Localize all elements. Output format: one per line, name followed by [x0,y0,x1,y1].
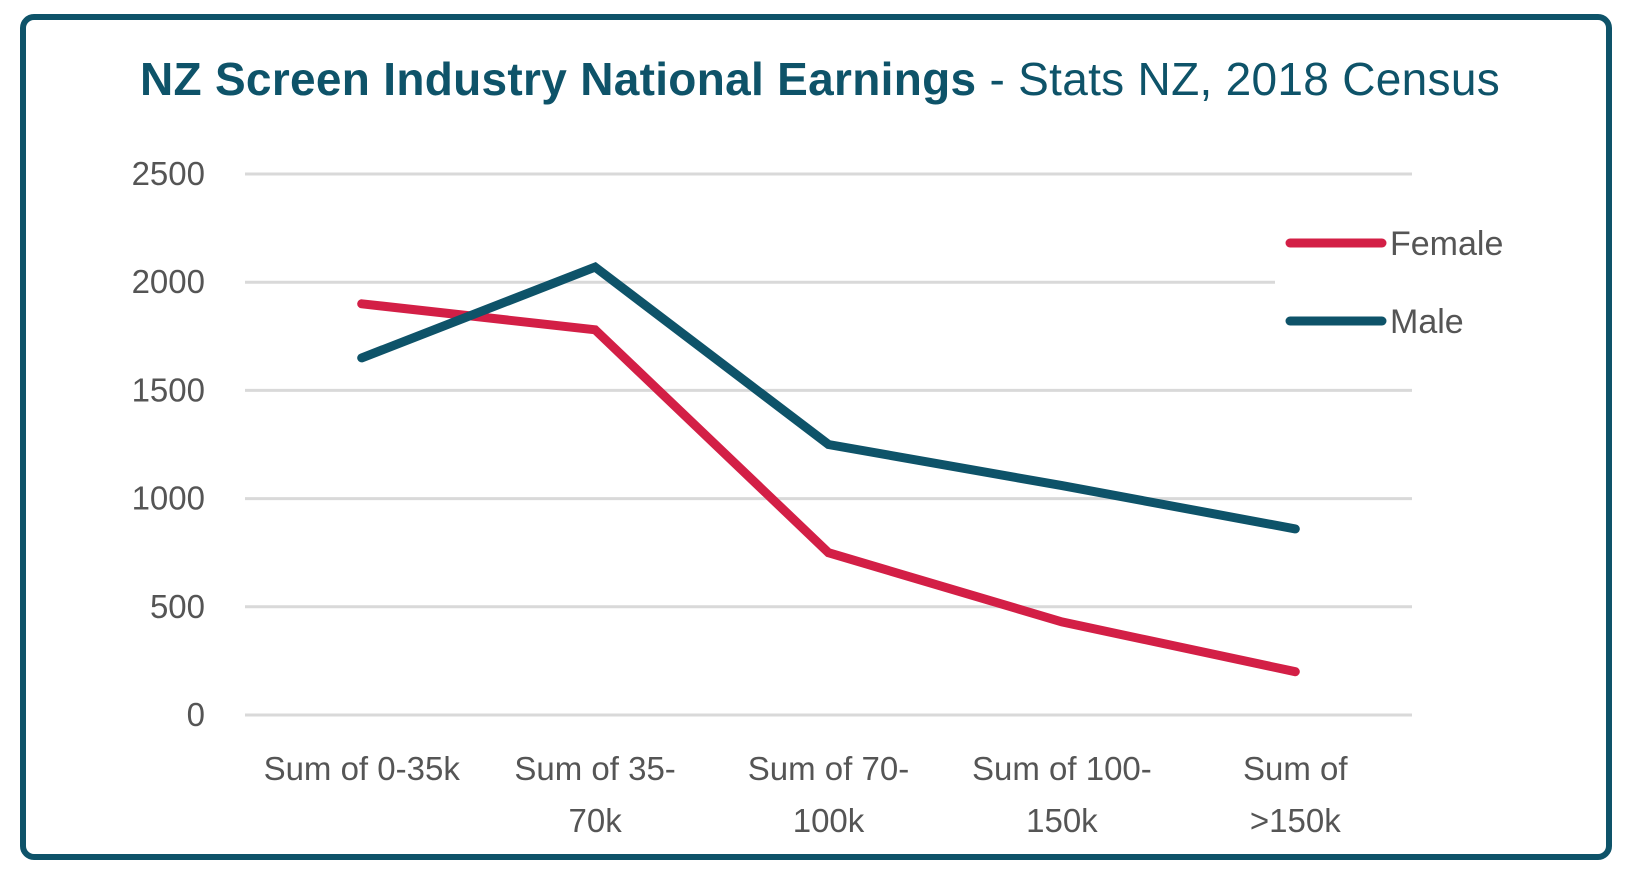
x-tick-label-line: 150k [1026,802,1098,839]
x-tick-label: Sum of 70- 100k [748,750,909,839]
legend: Female Male [1285,225,1503,341]
series-line-male [357,261,1300,534]
legend-label-male: Male [1390,303,1464,341]
x-tick-label-line: Sum of 35- [514,750,675,787]
x-tick-label: Sum of >150k [1243,750,1348,839]
y-axis-labels: 0 500 1000 1500 2000 2500 [132,155,205,733]
chart-title: NZ Screen Industry National Earnings - S… [0,52,1640,106]
y-tick-label: 500 [150,588,205,625]
legend-label-female: Female [1390,225,1503,263]
x-tick-label-line: Sum of [1243,750,1348,787]
title-main: NZ Screen Industry National Earnings [139,53,977,105]
gridlines [245,172,1412,717]
title-separator: - [976,53,1019,105]
x-tick-label-line: >150k [1250,802,1341,839]
series-lines [357,261,1300,677]
series-line-female [357,299,1300,677]
x-tick-label-line: 100k [793,802,865,839]
x-tick-label: Sum of 100- 150k [972,750,1152,839]
x-tick-label-line: Sum of 100- [972,750,1152,787]
y-tick-label: 2500 [132,155,205,192]
x-tick-label-line: Sum of 70- [748,750,909,787]
x-tick-label: Sum of 0-35k [264,750,461,787]
title-subtitle: Stats NZ, 2018 Census [1018,53,1501,105]
y-tick-label: 1000 [132,480,205,517]
x-tick-label-line: 70k [568,802,622,839]
x-tick-label-line: Sum of 0-35k [264,750,461,787]
y-tick-label: 0 [187,696,205,733]
y-tick-label: 1500 [132,371,205,408]
y-tick-label: 2000 [132,263,205,300]
x-tick-label: Sum of 35- 70k [514,750,675,839]
